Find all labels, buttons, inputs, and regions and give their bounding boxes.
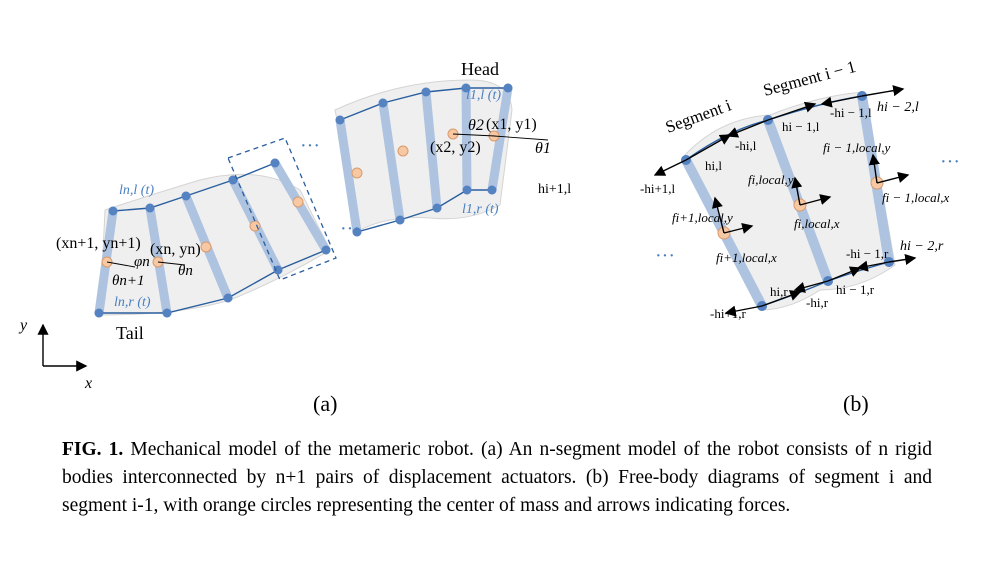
h-im1-r: hi − 1,r [836, 282, 875, 297]
l1r-label: l1,r (t) [462, 202, 499, 217]
xnyn-label: (xn, yn) [150, 241, 201, 258]
x1y1-label: (x1, y1) [486, 116, 537, 133]
x2y2-label: (x2, y2) [430, 139, 481, 156]
h-i-1-l: hi − 1,l [782, 119, 820, 134]
ellipsis-top: ··· [300, 135, 320, 157]
f-ip1-y: fi+1,local,y [672, 210, 733, 225]
neg-h-i-l: -hi,l [735, 138, 757, 153]
neg-h-im1-r: -hi − 1,r [846, 246, 889, 261]
joints [94, 83, 513, 318]
coordinate-axes [37, 323, 88, 372]
segment-selection-box [227, 137, 337, 281]
lnl-label: ln,l (t) [119, 183, 154, 198]
caption-label: FIG. 1. [62, 439, 124, 460]
h-i-2-l: hi − 2,l [877, 100, 919, 115]
neg-h-i-r: -hi,r [806, 295, 829, 310]
neg-h-ip1-r: -hi+1,r [710, 306, 747, 321]
hi1l-label: hi+1,l [538, 182, 571, 197]
ellipsis-left: ··· [655, 245, 675, 267]
f-i-x: fi,local,x [794, 216, 840, 231]
thetan1-label: θn+1 [112, 273, 145, 289]
ellipsis-bottom: ··· [340, 218, 360, 240]
figure-diagram: Head Tail y x l1,l (t) l1,r (t) ln,l (t)… [18, 57, 960, 416]
h-i-l: hi,l [705, 158, 722, 173]
ellipsis-right: ··· [940, 151, 960, 173]
panel-a: Head Tail y x l1,l (t) l1,r (t) ln,l (t)… [18, 59, 571, 416]
phin-label: φn [134, 254, 150, 270]
xn1yn1-label: (xn+1, yn+1) [56, 235, 141, 252]
theta1-label: θ1 [535, 140, 551, 157]
f-i-y: fi,local,y [748, 172, 794, 187]
panel-b: Segment i Segment i − 1 hi,l -hi,l hi − … [640, 57, 960, 416]
segment-i-1-label: Segment i − 1 [761, 57, 858, 100]
l1l-label: l1,l (t) [466, 88, 501, 103]
axis-y-label: y [18, 317, 28, 334]
figure-caption: FIG. 1. Mechanical model of the metameri… [62, 436, 932, 520]
head-label: Head [461, 59, 499, 79]
h-im2-r: hi − 2,r [900, 239, 944, 254]
lnr-label: ln,r (t) [114, 295, 151, 310]
panel-b-label: (b) [843, 391, 869, 416]
theta2-label: θ2 [468, 117, 484, 134]
angle-lines [106, 133, 549, 268]
f-im1-x: fi − 1,local,x [882, 190, 949, 205]
force-arrows [653, 85, 917, 317]
f-ip1-x: fi+1,local,x [716, 250, 777, 265]
panel-a-label: (a) [313, 391, 337, 416]
caption-text: Mechanical model of the metameric robot.… [62, 439, 932, 516]
neg-h-i-1-l: -hi − 1,l [830, 105, 872, 120]
axis-x-label: x [84, 375, 92, 392]
tail-label: Tail [116, 323, 144, 343]
h-i-r: hi,r [770, 284, 788, 299]
thetan-label: θn [178, 263, 193, 279]
neg-h-ip1-l: -hi+1,l [640, 181, 676, 196]
f-im1-y: fi − 1,local,y [823, 140, 890, 155]
